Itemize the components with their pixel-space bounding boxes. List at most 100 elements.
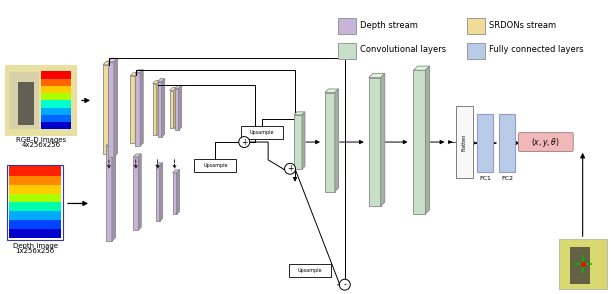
Polygon shape <box>130 76 135 143</box>
FancyBboxPatch shape <box>41 100 71 108</box>
Text: Fully connected layers: Fully connected layers <box>489 46 584 54</box>
Polygon shape <box>157 81 160 135</box>
Text: 1x256x256: 1x256x256 <box>15 248 55 254</box>
Polygon shape <box>138 154 141 230</box>
FancyBboxPatch shape <box>41 86 71 93</box>
Polygon shape <box>294 115 302 169</box>
Text: Convolutional layers: Convolutional layers <box>360 46 446 54</box>
Polygon shape <box>170 88 177 91</box>
FancyBboxPatch shape <box>559 239 606 289</box>
Text: Depth image: Depth image <box>13 243 58 249</box>
Polygon shape <box>160 163 163 221</box>
Text: FC2: FC2 <box>501 176 513 181</box>
Polygon shape <box>425 66 430 214</box>
FancyBboxPatch shape <box>9 202 61 211</box>
Text: Flatten: Flatten <box>461 133 467 151</box>
FancyBboxPatch shape <box>467 43 485 59</box>
Text: Upsample: Upsample <box>297 268 322 273</box>
FancyBboxPatch shape <box>241 126 283 138</box>
FancyBboxPatch shape <box>9 72 39 129</box>
Polygon shape <box>414 66 430 70</box>
FancyBboxPatch shape <box>518 133 573 151</box>
Text: RGB-D images: RGB-D images <box>16 137 66 143</box>
Polygon shape <box>152 83 157 135</box>
FancyBboxPatch shape <box>9 211 61 220</box>
Polygon shape <box>103 65 109 154</box>
Polygon shape <box>325 89 338 93</box>
Polygon shape <box>173 170 179 173</box>
Polygon shape <box>381 74 385 206</box>
Polygon shape <box>325 93 335 192</box>
FancyBboxPatch shape <box>9 193 61 203</box>
Circle shape <box>239 137 250 148</box>
Text: -: - <box>343 280 346 289</box>
Circle shape <box>285 163 296 174</box>
Text: 4x256x256: 4x256x256 <box>21 142 61 148</box>
Text: SRDONs stream: SRDONs stream <box>489 21 556 30</box>
Polygon shape <box>158 79 165 82</box>
FancyBboxPatch shape <box>9 184 61 193</box>
FancyBboxPatch shape <box>6 65 77 136</box>
Polygon shape <box>108 62 114 157</box>
Polygon shape <box>294 112 305 115</box>
Polygon shape <box>130 73 138 76</box>
Polygon shape <box>103 61 113 65</box>
FancyBboxPatch shape <box>338 43 356 59</box>
Polygon shape <box>173 173 177 214</box>
FancyBboxPatch shape <box>477 114 493 172</box>
Circle shape <box>339 279 350 290</box>
Text: Upsample: Upsample <box>250 130 274 135</box>
Polygon shape <box>135 73 140 146</box>
FancyBboxPatch shape <box>9 166 61 176</box>
Text: +: + <box>287 164 293 173</box>
FancyBboxPatch shape <box>9 229 61 238</box>
FancyBboxPatch shape <box>570 247 589 284</box>
FancyBboxPatch shape <box>289 264 331 277</box>
Polygon shape <box>109 61 113 154</box>
Text: Depth stream: Depth stream <box>360 21 417 30</box>
Polygon shape <box>135 70 143 73</box>
FancyBboxPatch shape <box>41 107 71 115</box>
FancyBboxPatch shape <box>41 71 71 79</box>
Polygon shape <box>335 89 338 192</box>
Polygon shape <box>114 58 118 157</box>
FancyBboxPatch shape <box>467 18 485 34</box>
Polygon shape <box>140 70 143 146</box>
Text: +: + <box>241 138 247 146</box>
FancyBboxPatch shape <box>41 114 71 122</box>
Polygon shape <box>170 91 174 128</box>
FancyBboxPatch shape <box>41 93 71 101</box>
FancyBboxPatch shape <box>9 175 61 185</box>
Polygon shape <box>108 58 118 62</box>
FancyBboxPatch shape <box>9 220 61 229</box>
Polygon shape <box>106 143 116 146</box>
Polygon shape <box>158 82 162 137</box>
Polygon shape <box>302 112 305 169</box>
Text: Upsample: Upsample <box>203 163 228 168</box>
FancyBboxPatch shape <box>456 106 472 178</box>
Polygon shape <box>414 70 425 214</box>
Polygon shape <box>112 143 116 241</box>
Polygon shape <box>133 157 138 230</box>
Polygon shape <box>174 86 182 88</box>
Text: $(x, y, \theta)$: $(x, y, \theta)$ <box>531 136 560 148</box>
Polygon shape <box>133 154 141 157</box>
Polygon shape <box>135 73 138 143</box>
Polygon shape <box>152 81 160 83</box>
FancyBboxPatch shape <box>41 121 71 129</box>
Polygon shape <box>162 79 165 137</box>
FancyBboxPatch shape <box>41 78 71 86</box>
Polygon shape <box>177 170 179 214</box>
Polygon shape <box>106 146 112 241</box>
Polygon shape <box>368 78 381 206</box>
Polygon shape <box>179 86 182 130</box>
Polygon shape <box>368 74 385 78</box>
Polygon shape <box>174 88 179 130</box>
Polygon shape <box>155 163 163 166</box>
Polygon shape <box>155 166 160 221</box>
Text: FC1: FC1 <box>479 176 491 181</box>
FancyBboxPatch shape <box>338 18 356 34</box>
FancyBboxPatch shape <box>18 82 34 125</box>
Polygon shape <box>174 88 177 128</box>
FancyBboxPatch shape <box>195 159 236 172</box>
